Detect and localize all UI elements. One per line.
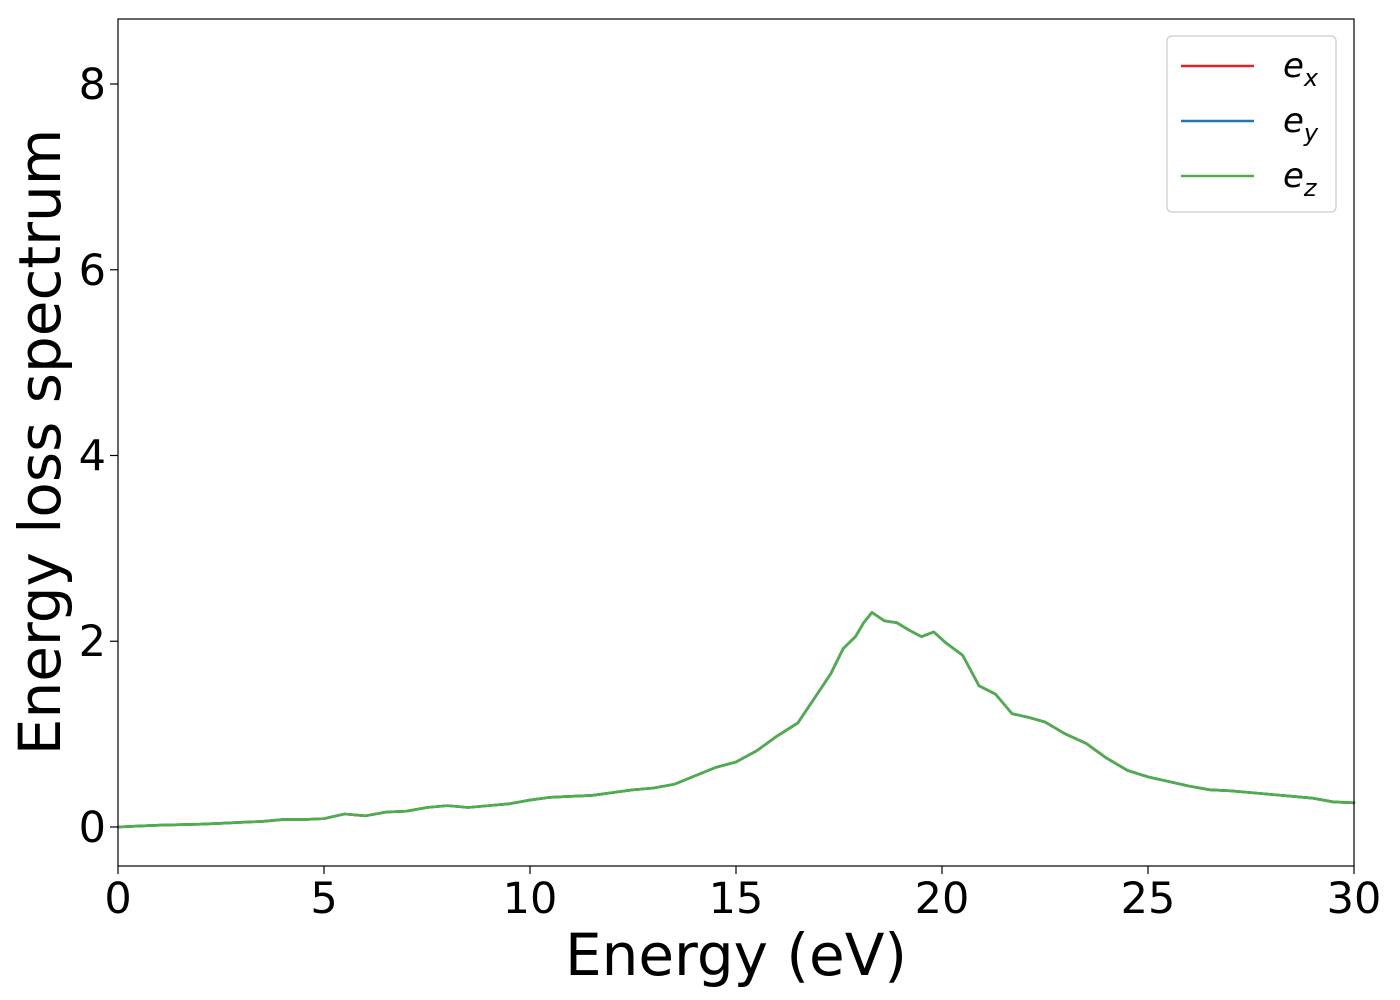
y-tick-label: 6 [79,246,106,296]
series-layer [116,611,1356,829]
legend-box [1166,35,1337,213]
legend-label-e-y: ey [1283,101,1319,147]
series-line-e-y [116,611,1356,829]
x-tick-label: 5 [310,874,337,924]
x-tick-label: 0 [104,874,131,924]
y-tick-label: 8 [79,60,106,110]
x-tick-label: 25 [1121,874,1176,924]
y-axis-ticks: 0 2 4 6 8 [79,60,118,853]
legend-label-e-z: ez [1283,156,1318,202]
y-tick-label: 4 [79,432,106,482]
x-tick-label: 20 [915,874,970,924]
x-tick-label: 30 [1327,874,1382,924]
series-line-e-z [116,611,1356,829]
y-tick-label: 2 [79,617,106,667]
y-tick-label: 0 [79,803,106,853]
y-axis-label: Energy loss spectrum [6,129,74,755]
x-tick-label: 10 [503,874,558,924]
x-axis-ticks: 0 5 10 15 20 25 30 [104,866,1381,924]
legend-label-e-x: ex [1283,46,1319,92]
x-axis-label: Energy (eV) [565,921,907,989]
legend: ex ey ez [1166,35,1337,213]
series-line-e-x [116,611,1356,829]
x-tick-label: 15 [709,874,764,924]
